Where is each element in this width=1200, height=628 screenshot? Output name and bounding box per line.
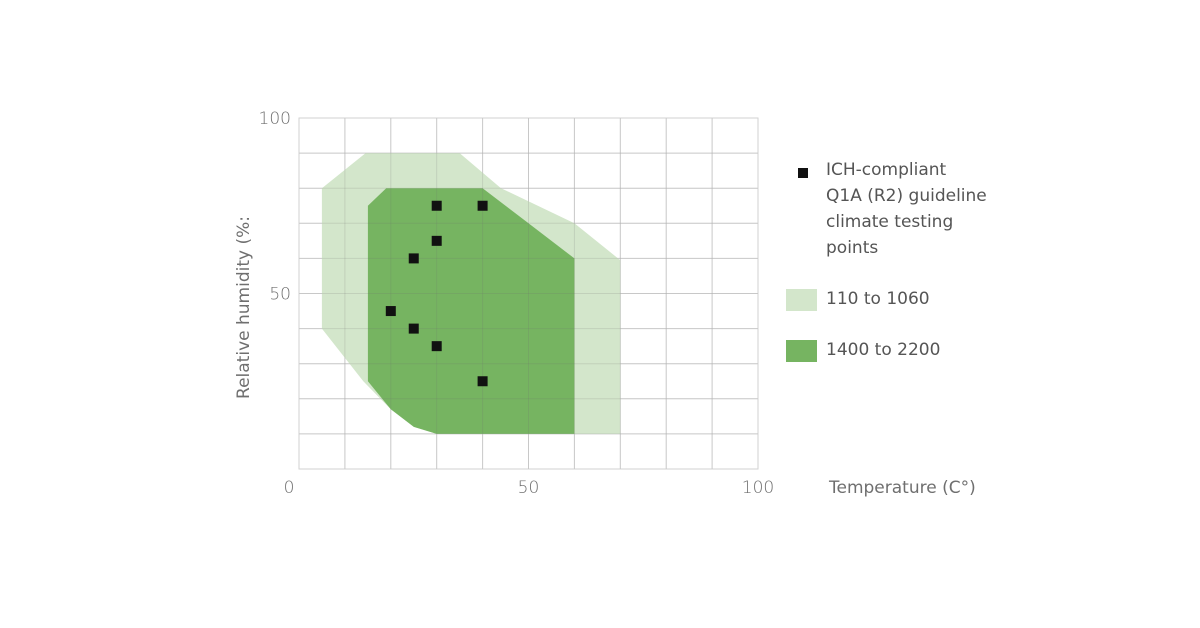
legend-label: 110 to 1060 xyxy=(826,289,930,309)
legend-label: points xyxy=(826,238,878,258)
data-points xyxy=(385,200,488,387)
x-tick-label: 0 xyxy=(284,478,295,498)
areas xyxy=(321,153,621,434)
legend-label: climate testing xyxy=(826,212,953,232)
x-axis-label: Temperature (C°) xyxy=(828,478,976,498)
legend-marker-icon xyxy=(798,168,808,178)
legend-label: 1400 to 2200 xyxy=(826,340,940,360)
legend-swatch-2 xyxy=(786,340,817,362)
legend-label: Q1A (R2) guideline xyxy=(826,186,987,206)
data-point xyxy=(431,341,442,352)
legend: ICH-compliant Q1A (R2) guideline climate t… xyxy=(786,160,987,362)
y-tick-label: 100 xyxy=(259,109,291,129)
data-point xyxy=(477,376,488,387)
area-1 xyxy=(367,188,575,434)
legend-label: ICH-compliant xyxy=(826,160,947,180)
x-tick-label: 50 xyxy=(518,478,540,498)
legend-swatch-1 xyxy=(786,289,817,311)
data-point xyxy=(385,306,396,317)
x-tick-label: 100 xyxy=(742,478,774,498)
tick-labels: 0 50 100 100 50 xyxy=(259,109,775,498)
y-axis-label: Relative humidity (%: xyxy=(234,216,254,399)
data-point xyxy=(477,200,488,211)
data-point xyxy=(431,235,442,246)
data-point xyxy=(431,200,442,211)
grid-overlay xyxy=(299,118,758,469)
data-point xyxy=(408,323,419,334)
y-tick-label: 50 xyxy=(269,285,291,305)
data-point xyxy=(408,253,419,264)
